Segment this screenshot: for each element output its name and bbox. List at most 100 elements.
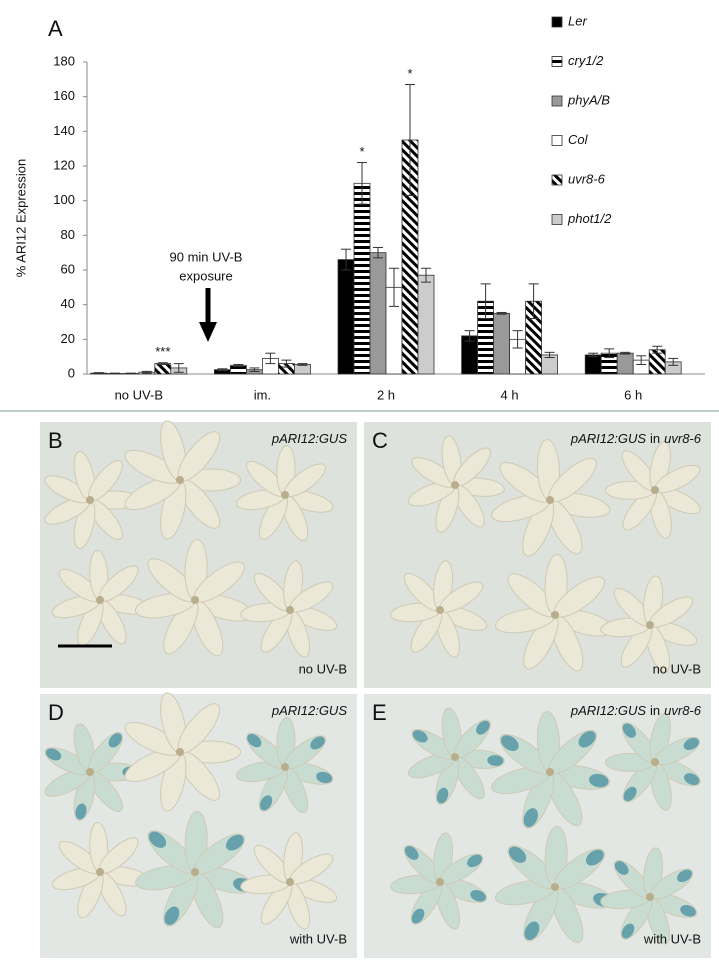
gus-stain: [508, 846, 527, 863]
arrow-head: [199, 322, 217, 342]
bar: [584, 354, 602, 375]
error-bar: [496, 311, 507, 315]
legend-swatch: [551, 56, 563, 67]
significance: ***: [155, 344, 170, 359]
panel-title-part: uvr8-6: [664, 431, 702, 446]
error-bar: [480, 283, 491, 320]
rosette-center: [176, 476, 184, 484]
error-bar: [544, 351, 555, 359]
error-bar: [281, 359, 292, 368]
gus-stain: [467, 854, 483, 868]
gus-stain: [524, 921, 540, 941]
y-tick-label: 120: [53, 157, 75, 172]
error-bar: [297, 363, 308, 366]
rosette-center: [651, 758, 659, 766]
significance: *: [407, 66, 412, 81]
error-bar: [173, 363, 184, 373]
y-axis-title: % ARI12 Expression: [13, 159, 28, 278]
panel-label: B: [48, 428, 63, 453]
error-bar: [421, 267, 431, 283]
error-bar: [620, 351, 631, 355]
error-bar: [233, 363, 244, 367]
rosette-center: [286, 878, 294, 886]
y-tick-label: 180: [53, 53, 75, 68]
legend-label: phyA/B: [567, 92, 610, 107]
rosette-center: [176, 748, 184, 756]
gus-stain: [523, 808, 538, 828]
x-tick-label: 2 h: [377, 387, 395, 402]
panel-condition: with UV-B: [643, 931, 701, 946]
legend-swatch: [551, 95, 563, 107]
bar: [337, 259, 355, 375]
x-tick-label: no UV-B: [115, 387, 163, 402]
error-bar: [157, 362, 168, 365]
rosette-center: [546, 768, 554, 776]
gus-stain: [436, 787, 449, 804]
gus-stain: [683, 737, 699, 751]
error-bar: [636, 355, 647, 365]
y-tick-label: 60: [61, 261, 75, 276]
panel-label: D: [48, 700, 64, 725]
error-bar: [217, 368, 228, 372]
panel-title-part: in: [650, 703, 660, 718]
panel-label: C: [372, 428, 388, 453]
rosette-center: [96, 868, 104, 876]
bar: [493, 312, 511, 375]
gus-stain: [412, 730, 428, 743]
rosette-center: [191, 868, 199, 876]
panel-title: pARI12:GUS: [271, 431, 347, 446]
rosette-center: [646, 621, 654, 629]
rosette-center: [551, 611, 559, 619]
error-bar: [588, 352, 599, 358]
gus-stain: [310, 736, 325, 750]
rosette-center: [551, 883, 559, 891]
gus-stain: [614, 861, 629, 875]
rosette-center: [651, 486, 659, 494]
gus-stain: [500, 735, 519, 751]
error-bar: [93, 372, 104, 375]
error-bar: [389, 267, 399, 307]
rosette-center: [436, 606, 444, 614]
rosette-center: [646, 893, 654, 901]
rosette-center: [281, 491, 289, 499]
gus-stain: [677, 869, 693, 883]
bar: [369, 252, 387, 375]
error-bar: [512, 330, 523, 349]
bar: [353, 182, 371, 375]
x-tick-label: 6 h: [624, 387, 642, 402]
rosette-center: [191, 596, 199, 604]
error-bar: [125, 372, 136, 375]
rosette-center: [86, 768, 94, 776]
error-bar: [373, 246, 383, 259]
rosette-center: [96, 596, 104, 604]
error-bar: [265, 352, 276, 365]
gus-stain: [148, 831, 167, 848]
legend-label: Ler: [568, 13, 587, 28]
error-bar: [405, 84, 415, 196]
x-tick-label: 4 h: [501, 387, 519, 402]
y-tick-label: 0: [68, 365, 75, 380]
panel-condition: no UV-B: [299, 661, 347, 676]
y-tick-label: 160: [53, 88, 75, 103]
x-tick-label: im.: [254, 387, 271, 402]
y-tick-label: 140: [53, 123, 75, 138]
error-bar: [141, 370, 152, 374]
rosette-center: [451, 481, 459, 489]
error-bar: [109, 372, 120, 375]
panel-title-part: uvr8-6: [664, 703, 702, 718]
panel-label: E: [372, 700, 387, 725]
gus-stain: [487, 755, 504, 766]
rosette-center: [86, 496, 94, 504]
gus-stain: [259, 795, 273, 811]
gus-stain: [578, 731, 596, 748]
legend-label: cry1/2: [568, 53, 604, 68]
y-tick-label: 40: [61, 296, 75, 311]
gus-stain: [225, 834, 244, 851]
significance: *: [359, 144, 364, 159]
legend-swatch: [551, 174, 563, 186]
panel-title-part: pARI12:GUS: [271, 703, 347, 718]
error-bar: [528, 283, 539, 320]
y-tick-label: 100: [53, 192, 75, 207]
